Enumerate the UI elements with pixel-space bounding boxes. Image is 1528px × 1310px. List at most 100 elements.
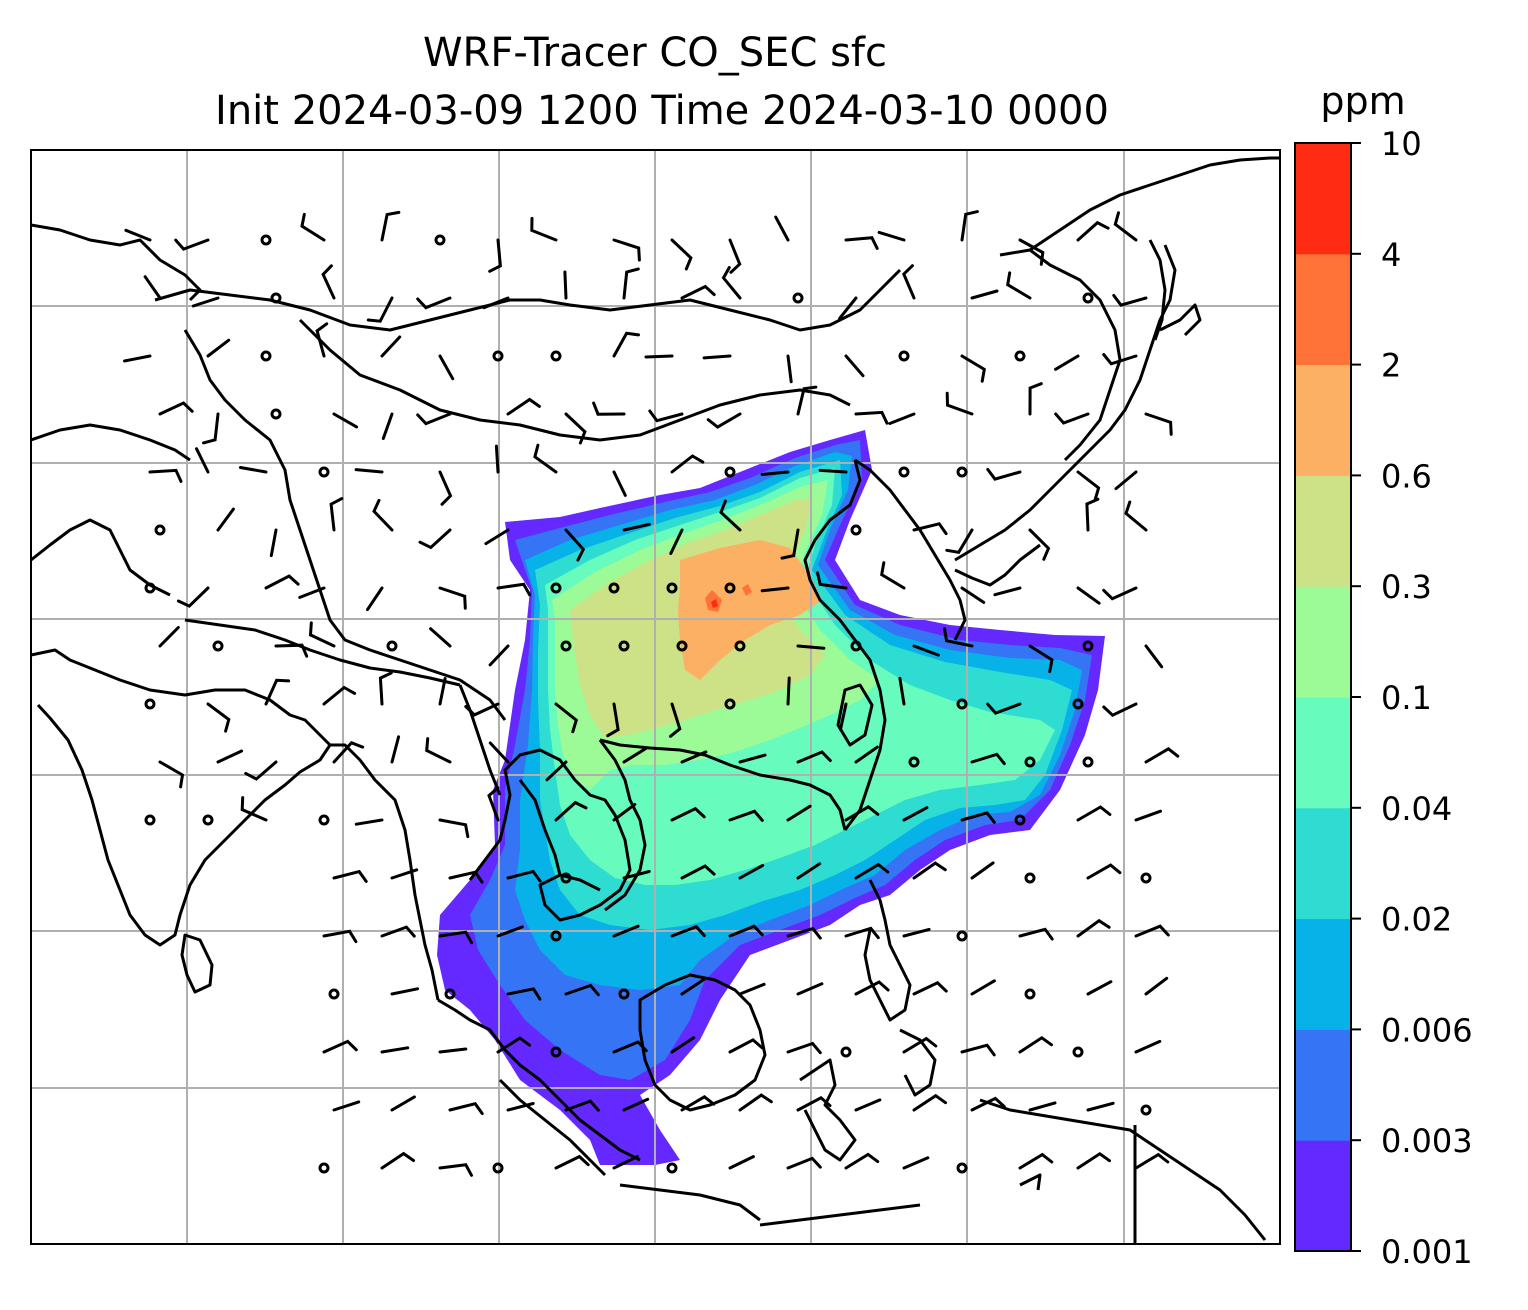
wind-barb [1134, 924, 1170, 938]
wind-barb [912, 1093, 947, 1112]
calm-wind-circle [1072, 698, 1084, 710]
wind-barb [1134, 1152, 1170, 1170]
wind-barb [354, 818, 384, 826]
wind-barb [416, 412, 452, 426]
wind-barb [448, 870, 484, 884]
calm-wind-circle [1140, 872, 1152, 884]
map-frame [30, 149, 1281, 1245]
wind-barb [844, 926, 880, 940]
wind-barb [464, 702, 500, 717]
wind-barb [622, 267, 640, 300]
calm-wind-circle [1082, 292, 1094, 304]
wind-barb [670, 924, 706, 938]
calm-wind-circle [724, 698, 736, 710]
wind-barb [844, 354, 865, 378]
calm-wind-circle [550, 930, 562, 942]
colorbar-tick-label: 0.3 [1381, 568, 1432, 606]
wind-barb [264, 574, 300, 590]
wind-barb [564, 412, 587, 445]
wind-barb [488, 741, 510, 764]
wind-barb [606, 702, 620, 738]
wind-barb [1076, 470, 1101, 501]
calm-wind-circle [956, 1162, 968, 1174]
wind-barb [329, 497, 344, 532]
calm-wind-circle [318, 814, 330, 826]
wind-barb [960, 354, 986, 383]
colorbar-band [1295, 807, 1351, 920]
colorbar-tick-label: 4 [1381, 236, 1401, 274]
calm-wind-circle [792, 292, 804, 304]
wind-barb [728, 1038, 764, 1054]
wind-barb [380, 335, 402, 358]
wind-barb [269, 528, 278, 558]
colorbar-band [1295, 586, 1351, 698]
wind-barb [786, 1156, 822, 1170]
coastline-sakhalin [1148, 239, 1167, 341]
coastline-philippines [863, 879, 912, 1022]
wind-barb [1102, 586, 1138, 601]
wind-barb [206, 338, 231, 358]
colorbar-tick-label: 0.003 [1381, 1122, 1473, 1160]
wind-barb [796, 385, 818, 416]
wind-barb [738, 863, 765, 880]
wind-barb [786, 1041, 822, 1055]
wind-barb [416, 296, 452, 310]
wind-barb [986, 468, 1022, 481]
wind-barb [332, 412, 359, 429]
coastline-india [31, 648, 332, 947]
colorbar-band [1295, 475, 1351, 587]
figure-title-line1: WRF-Tracer CO_SEC sfc [423, 30, 887, 76]
wind-barb [1028, 644, 1054, 674]
wind-barb [564, 528, 586, 562]
wind-barb [1028, 382, 1043, 416]
wind-barb [216, 507, 235, 532]
wind-barb [960, 586, 986, 604]
calm-wind-circle [386, 640, 398, 652]
wind-barb [912, 981, 948, 996]
calm-wind-circle [444, 988, 456, 1000]
wind-barb [264, 678, 291, 706]
calm-wind-circle [550, 582, 562, 594]
calm-wind-circle [270, 292, 282, 304]
wind-barb [390, 735, 401, 764]
border-pakistan [31, 518, 171, 597]
coastline-sulawesi [799, 1058, 857, 1162]
calm-wind-circle [850, 640, 862, 652]
wind-barb [738, 1093, 773, 1112]
wind-barb [195, 447, 210, 474]
wind-barb [612, 1155, 639, 1170]
wind-barb [429, 627, 452, 648]
wind-barb [533, 443, 558, 474]
coastline-borneo [638, 973, 767, 1112]
coastline-japan [954, 244, 1177, 562]
wind-barb [1113, 211, 1138, 242]
wind-barb [612, 470, 627, 497]
wind-barb [669, 702, 682, 738]
wind-barb [506, 987, 542, 1001]
coastline-sumatra [498, 1078, 607, 1177]
wind-barb [496, 582, 532, 597]
wind-barb [902, 806, 929, 822]
calm-wind-circle [270, 408, 282, 420]
wind-barb [943, 627, 974, 648]
wind-barb [592, 401, 626, 416]
border-laos-thai [518, 779, 562, 876]
wind-barb [680, 284, 716, 300]
calm-wind-circle [908, 756, 920, 768]
wind-barb [680, 978, 706, 996]
wind-barb [1102, 702, 1138, 717]
coastline-china-east [803, 459, 887, 831]
wind-barb [728, 238, 742, 274]
wind-barb [438, 354, 455, 381]
wind-barb [622, 870, 651, 880]
wind-barb [322, 929, 358, 944]
wind-barb [372, 498, 394, 532]
calm-wind-circle [956, 930, 968, 942]
wind-barb [354, 468, 384, 474]
wind-barb [1018, 927, 1054, 941]
wind-barb [1144, 746, 1180, 764]
wind-barb [670, 238, 693, 271]
wind-barb [728, 924, 764, 938]
wind-barb [240, 796, 268, 822]
wind-barb [854, 1098, 882, 1112]
